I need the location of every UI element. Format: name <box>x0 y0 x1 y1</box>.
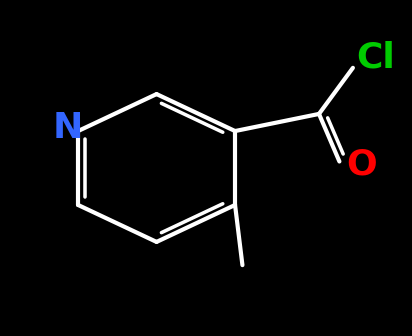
Text: Cl: Cl <box>356 41 395 75</box>
Text: O: O <box>346 148 377 182</box>
Text: N: N <box>53 111 83 145</box>
